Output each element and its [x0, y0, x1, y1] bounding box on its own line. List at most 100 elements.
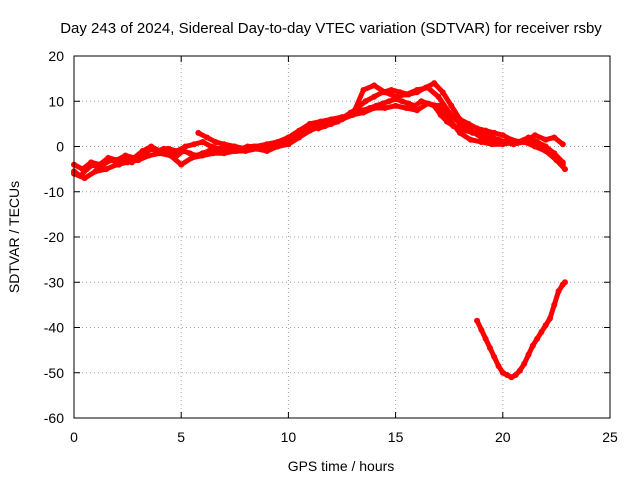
- data-point: [96, 161, 103, 168]
- data-point: [178, 161, 185, 168]
- data-point: [392, 93, 399, 100]
- data-point: [551, 301, 558, 308]
- data-point: [478, 134, 485, 141]
- data-point: [296, 134, 303, 141]
- data-point: [360, 109, 367, 116]
- data-point: [491, 353, 498, 360]
- data-point: [349, 111, 356, 118]
- data-point: [474, 125, 481, 132]
- y-tick-label: 20: [48, 48, 64, 64]
- data-point: [525, 351, 532, 358]
- grid-lines: [74, 56, 610, 418]
- data-point: [210, 150, 217, 157]
- data-point: [79, 166, 86, 173]
- data-point: [186, 150, 193, 157]
- data-point: [482, 127, 489, 134]
- data-point: [296, 127, 303, 134]
- data-point: [212, 138, 219, 145]
- data-point: [167, 152, 174, 159]
- data-point: [285, 141, 292, 148]
- data-point: [553, 157, 560, 164]
- data-point: [446, 116, 453, 123]
- data-point: [122, 152, 129, 159]
- data-point: [546, 315, 553, 322]
- data-point: [405, 100, 412, 107]
- data-point: [231, 143, 238, 150]
- data-point: [199, 138, 206, 145]
- data-point: [113, 157, 120, 164]
- data-point: [182, 143, 189, 150]
- y-tick-label: 0: [56, 139, 64, 155]
- data-point: [146, 152, 153, 159]
- data-point: [199, 152, 206, 159]
- data-point: [274, 138, 281, 145]
- data-point: [285, 134, 292, 141]
- x-tick-label: 10: [281, 429, 297, 445]
- data-point: [478, 326, 485, 333]
- data-point: [381, 89, 388, 96]
- x-tick-label: 0: [70, 429, 78, 445]
- series-line: [474, 279, 568, 380]
- x-tick-label: 15: [388, 429, 404, 445]
- data-point: [435, 102, 442, 109]
- data-point: [555, 288, 562, 295]
- data-point: [403, 91, 410, 98]
- data-point: [188, 154, 195, 161]
- data-point: [474, 317, 481, 324]
- data-point: [439, 89, 446, 96]
- data-point: [486, 344, 493, 351]
- data-point: [414, 86, 421, 93]
- series-track-5: [474, 279, 568, 381]
- data-point: [448, 102, 455, 109]
- data-point: [317, 118, 324, 125]
- data-point: [263, 141, 270, 148]
- x-axis-label: GPS time / hours: [288, 458, 395, 474]
- data-point: [456, 120, 463, 127]
- axis-ticks: 0 5 10 15 20 25 20 10 0 -10 -20 -30 -40 -50 -60: [44, 48, 618, 445]
- data-point: [542, 148, 549, 155]
- x-tick-label: 25: [602, 429, 618, 445]
- data-point: [521, 360, 528, 367]
- data-point: [191, 141, 198, 148]
- data-point: [231, 148, 238, 155]
- data-point: [489, 141, 496, 148]
- data-point: [124, 159, 131, 166]
- data-point: [360, 86, 367, 93]
- data-point: [392, 102, 399, 109]
- data-point: [542, 136, 549, 143]
- y-tick-label: -10: [44, 184, 64, 200]
- data-point: [388, 86, 395, 93]
- data-point: [381, 105, 388, 112]
- data-point: [242, 145, 249, 152]
- data-point: [208, 143, 215, 150]
- data-point: [561, 279, 568, 286]
- data-point: [105, 154, 112, 161]
- y-axis-label: SDTVAR / TECUs: [6, 181, 22, 293]
- data-point: [456, 129, 463, 136]
- data-point: [531, 143, 538, 150]
- data-point: [531, 132, 538, 139]
- data-point: [328, 120, 335, 127]
- data-point: [491, 129, 498, 136]
- data-point: [516, 367, 523, 374]
- data-point: [306, 120, 313, 127]
- data-point: [521, 138, 528, 145]
- y-tick-label: -60: [44, 410, 64, 426]
- data-point: [195, 129, 202, 136]
- data-point: [221, 141, 228, 148]
- data-point: [379, 100, 386, 107]
- data-point: [534, 138, 541, 145]
- data-point: [465, 120, 472, 127]
- data-point: [499, 132, 506, 139]
- data-point: [92, 168, 99, 175]
- data-point: [103, 166, 110, 173]
- data-point: [274, 143, 281, 150]
- data-point: [403, 105, 410, 112]
- data-point: [362, 98, 369, 105]
- data-point: [148, 143, 155, 150]
- data-point: [467, 136, 474, 143]
- x-tick-label: 5: [177, 429, 185, 445]
- x-tick-label: 20: [495, 429, 511, 445]
- data-point: [253, 143, 260, 150]
